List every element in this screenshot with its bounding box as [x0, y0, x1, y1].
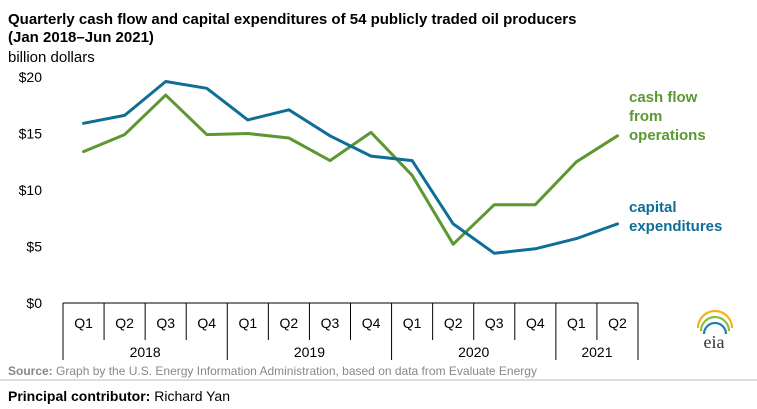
- y-tick-label: $15: [19, 126, 43, 142]
- year-label: 2018: [130, 344, 161, 360]
- series-label-line: cash flow: [629, 89, 698, 106]
- series-label-line: from: [629, 108, 662, 125]
- y-tick-label: $5: [26, 239, 42, 255]
- x-tick-label: Q1: [567, 315, 586, 331]
- series-lines: [82, 80, 619, 255]
- x-tick-label: Q1: [74, 315, 93, 331]
- x-tick-label: Q2: [280, 315, 299, 331]
- year-label: 2019: [294, 344, 325, 360]
- contributor-name: Richard Yan: [150, 388, 230, 404]
- x-tick-label: Q2: [115, 315, 134, 331]
- x-tick-label: Q2: [608, 315, 627, 331]
- logo-text: eia: [704, 332, 725, 352]
- x-tick-label: Q1: [238, 315, 257, 331]
- series-line: [82, 93, 619, 246]
- chart-title: Quarterly cash flow and capital expendit…: [8, 11, 576, 28]
- x-tick-label: Q1: [403, 315, 422, 331]
- x-tick-label: Q3: [485, 315, 504, 331]
- eia-logo: eia: [696, 309, 734, 352]
- source-text: Graph by the U.S. Energy Information Adm…: [53, 364, 537, 378]
- contributor-label: Principal contributor:: [8, 388, 150, 404]
- series-label-line: expenditures: [629, 218, 722, 235]
- y-axis: $0 $5 $10 $15 $20: [19, 69, 43, 311]
- source-label: Source:: [8, 364, 53, 378]
- x-tick-label: Q3: [321, 315, 340, 331]
- contributor-note: Principal contributor: Richard Yan: [8, 388, 230, 404]
- series-label: cash flow from operations: [629, 89, 706, 144]
- x-tick-label: Q4: [362, 315, 381, 331]
- logo-arc-1: [702, 321, 728, 335]
- logo-arc-3: [696, 309, 734, 329]
- source-note: Source: Graph by the U.S. Energy Informa…: [8, 364, 537, 378]
- series-label: capital expenditures: [629, 199, 722, 235]
- x-axis: Q1 Q2 Q3 Q4 Q1 Q2 Q3 Q4 Q1 Q2 Q3 Q4 Q1 Q2 2018 2019 2020…: [62, 302, 639, 360]
- series-line: [82, 80, 619, 255]
- x-tick-label: Q4: [197, 315, 216, 331]
- year-label: 2021: [581, 344, 612, 360]
- y-tick-label: $20: [19, 69, 43, 85]
- chart-title-line2: (Jan 2018–Jun 2021): [8, 29, 154, 46]
- series-labels: cash flow from operations capital expenditur…: [629, 89, 722, 235]
- x-tick-label: Q4: [526, 315, 545, 331]
- logo-arc-2: [699, 315, 731, 332]
- year-label: 2020: [458, 344, 489, 360]
- y-tick-label: $0: [26, 295, 42, 311]
- x-tick-label: Q3: [156, 315, 175, 331]
- series-label-line: operations: [629, 127, 706, 144]
- y-tick-label: $10: [19, 182, 43, 198]
- x-tick-label: Q2: [444, 315, 463, 331]
- series-label-line: capital: [629, 199, 677, 216]
- y-axis-unit-label: billion dollars: [8, 49, 95, 66]
